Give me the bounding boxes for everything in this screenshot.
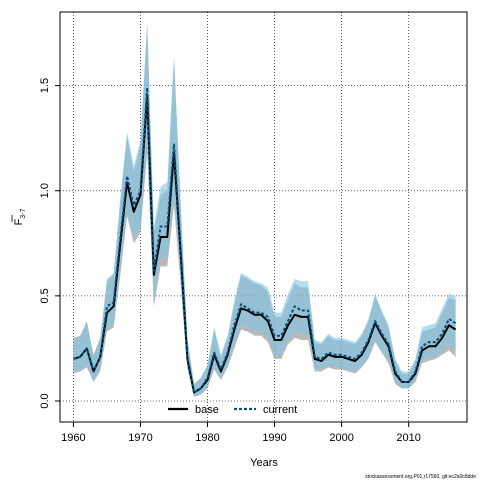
x-tick-label: 2010 [396, 432, 420, 444]
legend-label-current: current [263, 404, 297, 416]
x-tick-label: 1960 [61, 432, 85, 444]
svg-text:F3-7: F3-7 [13, 208, 27, 225]
y-axis-title: F3-7 [11, 208, 27, 225]
x-tick-label: 2000 [329, 432, 353, 444]
y-axis: 0.0 0.5 1.0 1.5 [39, 78, 60, 409]
y-axis-title-sub: 3-7 [20, 208, 27, 218]
x-axis-title: Years [250, 457, 278, 469]
y-axis-title-main: F [13, 218, 25, 225]
confidence-bands [73, 22, 456, 397]
legend: base current [168, 404, 297, 416]
y-tick-label: 0.5 [39, 288, 51, 303]
x-tick-label: 1980 [195, 432, 219, 444]
line-current [73, 86, 457, 394]
y-tick-label: 1.0 [39, 183, 51, 198]
line-base [73, 95, 457, 394]
y-tick-label: 1.5 [39, 78, 51, 93]
band-current [73, 26, 456, 397]
x-axis: 1960 1970 1980 1990 2000 2010 [61, 422, 421, 444]
footer-text: stockassessment.org,P01,r17560, git:ec2a… [365, 474, 476, 480]
plot-frame [59, 11, 468, 423]
x-tick-label: 1970 [128, 432, 152, 444]
x-tick-label: 1990 [262, 432, 286, 444]
series-lines [73, 86, 457, 394]
y-tick-label: 0.0 [39, 393, 51, 408]
legend-label-base: base [195, 404, 219, 416]
